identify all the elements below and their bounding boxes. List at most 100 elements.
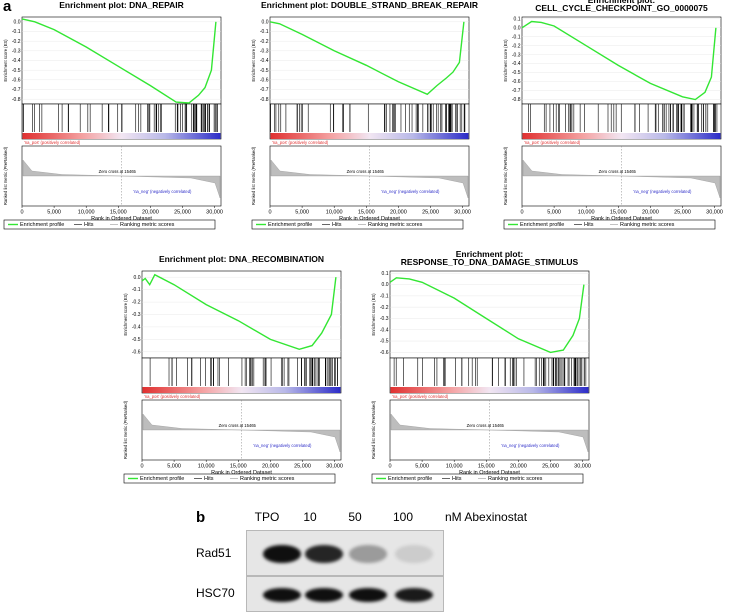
es-axis-label: Enrichment score (ES) [371,293,376,336]
x-tick-label: 30,000 [706,210,723,216]
legend-ranking-label: Ranking metric scores [488,476,543,482]
es-axis-label: Enrichment score (ES) [503,39,508,82]
x-tick-label: 15,000 [358,210,375,216]
x-tick-label: 0 [140,464,143,470]
band-rad51-50 [349,545,387,563]
lane-label-50: 50 [348,510,362,524]
panel-a-label: a [3,0,12,15]
plot-title: Enrichment plot: DNA_REPAIR [59,0,184,10]
pos-label: 'na_pos' (positively correlated) [524,140,581,145]
legend-ranking-label: Ranking metric scores [240,476,295,482]
zero-cross-label: Zero cross at 15465 [467,423,505,428]
es-tick-label: -0.6 [12,77,21,83]
x-tick-label: 5,000 [415,464,429,470]
es-tick-label: -0.8 [512,97,521,103]
x-axis-label: Rank in Ordered Dataset [211,470,272,476]
band-hsc70-10 [305,588,343,602]
x-tick-label: 15,000 [478,464,495,470]
es-line [269,21,465,96]
pos-label: 'na_pos' (positively correlated) [24,140,81,145]
es-line [521,20,717,101]
es-tick-label: -0.7 [512,88,521,94]
x-tick-label: 20,000 [262,464,279,470]
es-tick-label: -0.4 [512,61,521,67]
ranking-color-bar [142,387,341,393]
gsea-plot-double-strand-break-repair: Enrichment plot: DOUBLE_STRAND_BREAK_REP… [251,0,478,230]
neg-label: 'na_neg' (negatively correlated) [381,189,440,194]
x-tick-label: 25,000 [542,464,559,470]
neg-label: 'na_neg' (negatively correlated) [501,443,560,448]
zero-cross-label: Zero cross at 15465 [99,169,137,174]
metric-area [22,159,221,199]
gsea-plot-cell-cycle-checkpoint: Enrichment plot:CELL_CYCLE_CHECKPOINT_GO… [503,0,723,230]
band-hsc70-100 [395,588,433,602]
es-tick-label: -0.2 [132,300,141,306]
x-tick-label: 15,000 [230,464,247,470]
legend-box [123,473,336,484]
row-label-rad51: Rad51 [196,546,232,560]
x-tick-label: 30,000 [206,210,223,216]
es-tick-label: -0.3 [260,48,269,54]
x-tick-label: 10,000 [78,210,95,216]
es-tick-label: 0.1 [514,16,521,22]
legend-box [371,473,584,484]
neg-label: 'na_neg' (negatively correlated) [253,443,312,448]
legend-box [3,219,216,230]
pos-label: 'na_pos' (positively correlated) [392,394,449,399]
es-tick-label: -0.8 [12,97,21,103]
metric-axis-label: Ranked list metric (PreRanked) [503,146,508,205]
row-label-hsc70: HSC70 [196,586,235,600]
ranking-color-bar [522,133,721,139]
x-tick-label: 25,000 [294,464,311,470]
x-tick-label: 0 [20,210,23,216]
legend-box [251,219,464,230]
legend-box [503,219,716,230]
gsea-plot-response-dna-damage: Enrichment plot:RESPONSE_TO_DNA_DAMAGE_S… [371,249,591,484]
plot-title: CELL_CYCLE_CHECKPOINT_GO_0000075 [535,3,708,13]
es-tick-label: -0.5 [260,68,269,74]
plot-title: RESPONSE_TO_DNA_DAMAGE_STIMULUS [401,257,579,267]
zero-cross-label: Zero cross at 15465 [599,169,637,174]
x-tick-label: 30,000 [326,464,343,470]
es-tick-label: -0.8 [260,97,269,103]
x-tick-label: 0 [520,210,523,216]
es-line [141,273,337,351]
legend-ranking-label: Ranking metric scores [120,222,175,228]
x-tick-label: 30,000 [574,464,591,470]
es-tick-label: -0.6 [132,349,141,355]
x-tick-label: 25,000 [422,210,439,216]
metric-area [390,413,589,453]
x-axis-label: Rank in Ordered Dataset [591,216,652,222]
x-tick-label: 5,000 [167,464,181,470]
metric-axis-label: Ranked list metric (PreRanked) [3,146,8,205]
es-tick-label: -0.4 [260,58,269,64]
es-tick-label: -0.3 [380,316,389,322]
es-tick-label: -0.7 [12,87,21,93]
es-tick-label: -0.3 [512,52,521,58]
metric-area [142,413,341,453]
x-tick-label: 10,000 [326,210,343,216]
es-tick-label: 0.0 [262,19,269,25]
x-tick-label: 15,000 [610,210,627,216]
es-tick-label: -0.1 [380,293,389,299]
es-tick-label: -0.3 [132,312,141,318]
legend-ranking-label: Ranking metric scores [368,222,423,228]
es-tick-label: 0.0 [134,275,141,281]
es-tick-label: 0.0 [382,282,389,288]
x-tick-label: 10,000 [446,464,463,470]
es-frame [521,16,722,105]
es-tick-label: -0.1 [132,287,141,293]
plot-title: Enrichment plot: DNA_RECOMBINATION [159,254,324,264]
treatment-label: nM Abexinostat [445,510,528,524]
es-axis-label: Enrichment score (ES) [123,293,128,336]
x-tick-label: 25,000 [174,210,191,216]
ranking-color-bar [22,133,221,139]
zero-cross-label: Zero cross at 15465 [219,423,257,428]
metric-axis-label: Ranked list metric (PreRanked) [251,146,256,205]
x-tick-label: 20,000 [390,210,407,216]
x-axis-label: Rank in Ordered Dataset [91,216,152,222]
panel-b-label: b [196,509,206,526]
es-tick-label: -0.1 [260,29,269,35]
lane-label-100: 100 [392,510,414,524]
plot-title: Enrichment plot: DOUBLE_STRAND_BREAK_REP… [261,0,478,10]
